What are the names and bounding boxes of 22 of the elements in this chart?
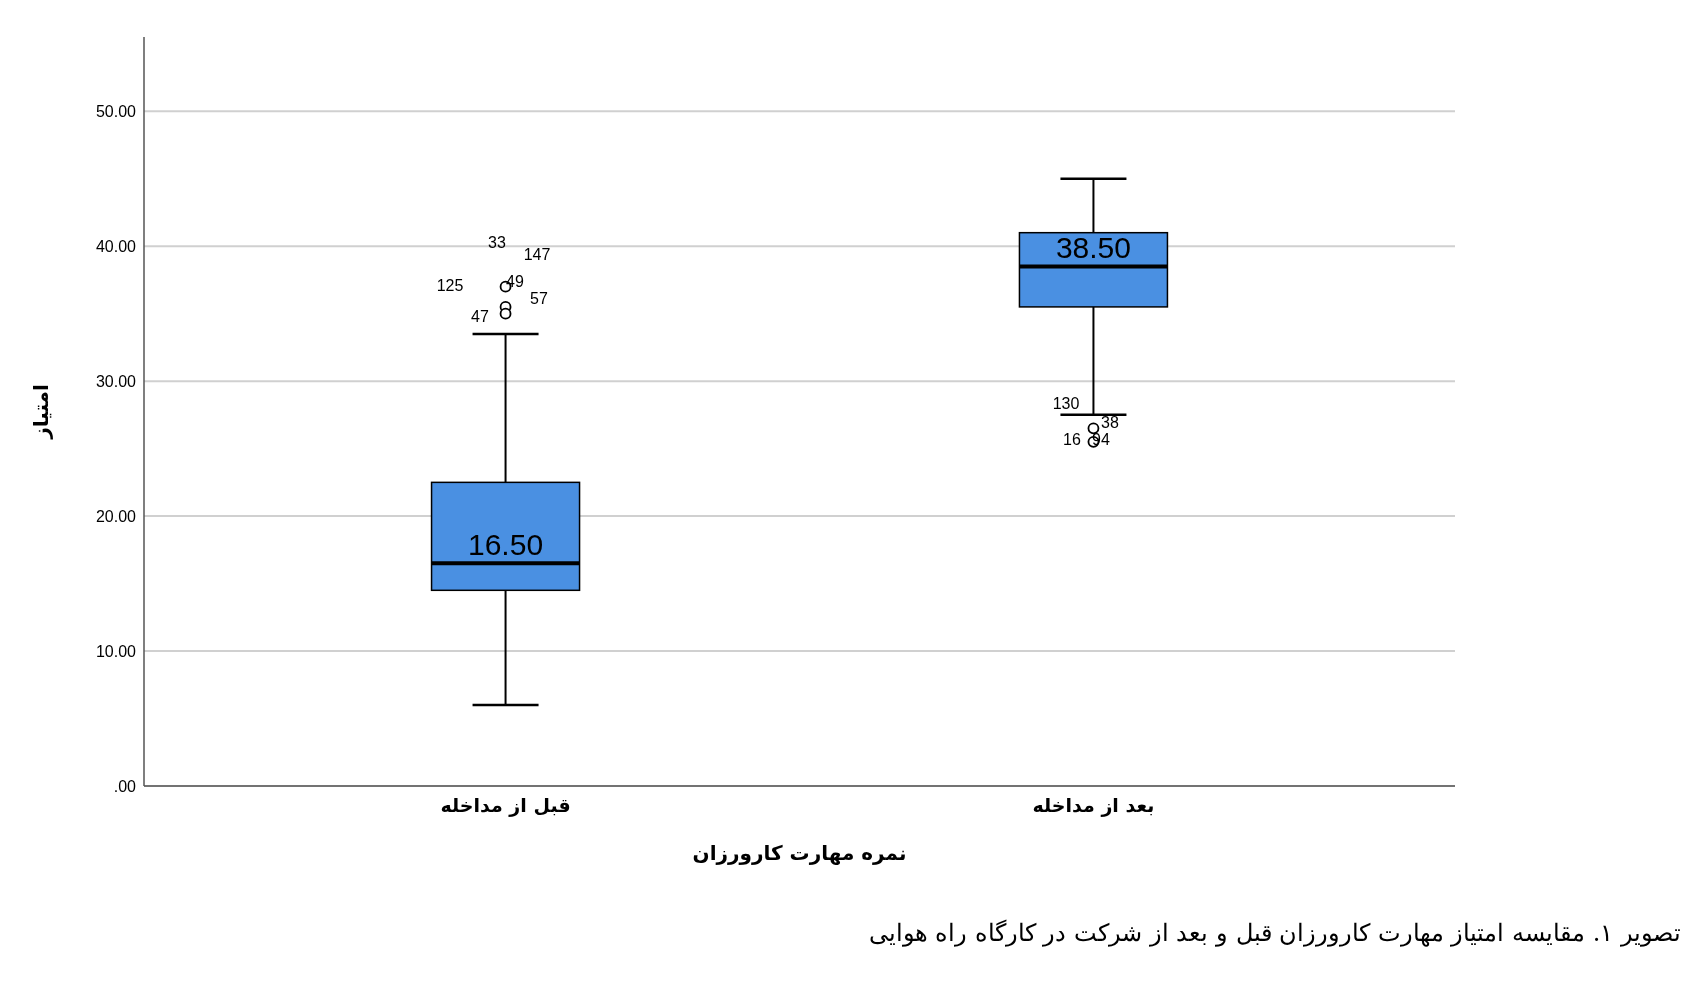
annotation: 33	[488, 233, 506, 251]
y-tick-label: 30.00	[95, 372, 137, 390]
annotation: 130	[1052, 394, 1080, 412]
text: 16.50	[468, 528, 544, 562]
annotation: 38	[1101, 413, 1119, 431]
annotation: 147	[523, 245, 551, 263]
x-tick-label: بعد از مداخله	[1032, 794, 1155, 817]
annotation: 49	[506, 272, 524, 290]
x-axis-title: نمره مهارت کارورزان	[692, 841, 907, 865]
x-tick-label: قبل از مداخله	[440, 794, 571, 817]
annotation: 125	[436, 276, 464, 294]
y-tick-label: .00	[113, 777, 137, 795]
y-tick-label: 20.00	[95, 507, 137, 525]
y-tick-label: 10.00	[95, 642, 137, 660]
text: 38.50	[1055, 231, 1131, 265]
annotation: 57	[530, 289, 548, 307]
y-axis-title: امتیاز	[29, 384, 53, 440]
y-tick-label: 50.00	[95, 102, 137, 120]
annotation: 47	[471, 307, 489, 325]
text: تصویر ۱. مقایسه امتیاز مهارت کارورزان قبل و بعد از شرکت در کارگاه راه هوایی	[868, 919, 1681, 948]
y-tick-label: 40.00	[95, 237, 137, 255]
annotation: 16	[1063, 430, 1081, 448]
